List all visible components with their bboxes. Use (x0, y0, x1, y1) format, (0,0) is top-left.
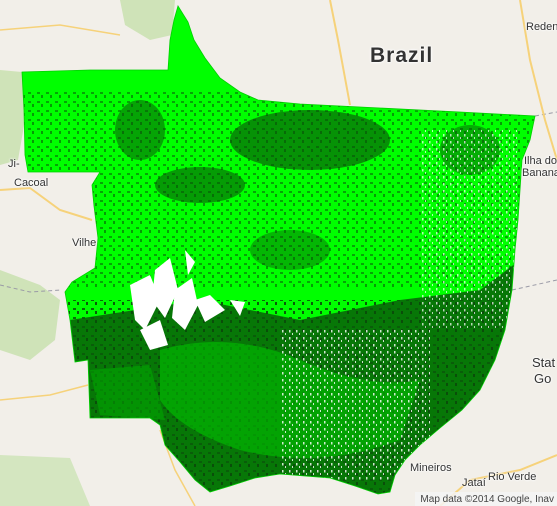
city-label-vilhena: Vilhe (72, 237, 97, 249)
state-border-line-3 (511, 279, 557, 291)
green-vegetation-southwest (90, 365, 165, 420)
road-east (519, 0, 557, 161)
dense-forest-patch (250, 230, 330, 270)
state-outline (21, 5, 536, 495)
road-northwest (0, 24, 121, 36)
park-area-west (0, 70, 25, 165)
city-label-mineiros: Mineiros (410, 462, 452, 474)
park-area-north (120, 0, 175, 40)
city-label-redencao: Redenç (526, 21, 557, 33)
map-attribution[interactable]: Map data ©2014 Google, Inav (415, 492, 557, 506)
city-label-cacoal: Cacoal (14, 177, 49, 189)
park-area-south (0, 455, 90, 506)
road-north (329, 0, 351, 106)
city-label-ilha-do-bananal-2: Banana (522, 167, 557, 179)
dense-forest-patch (115, 100, 165, 160)
country-label: Brazil (370, 44, 434, 67)
road-southwest (0, 384, 89, 401)
park-area-southwest (0, 270, 60, 360)
state-label-goias-1: Stat (532, 355, 556, 370)
city-label-jatai: Jataí (462, 477, 486, 489)
cleared-specks-south (280, 330, 430, 480)
city-label-rio-verde: Rio Verde (488, 471, 537, 483)
road-west (0, 186, 93, 221)
city-label-ilha-do-bananal-1: Ilha do (524, 155, 557, 167)
state-border-line-2 (534, 111, 557, 117)
city-label-ji-parana: Ji- (8, 158, 20, 170)
state-border-line (0, 284, 63, 293)
cleared-area-west (130, 250, 245, 350)
state-label-goias-2: Go (534, 371, 552, 386)
cleared-specks-east (420, 130, 520, 330)
dense-forest-patch (230, 110, 390, 170)
dense-forest-patch (155, 167, 245, 203)
